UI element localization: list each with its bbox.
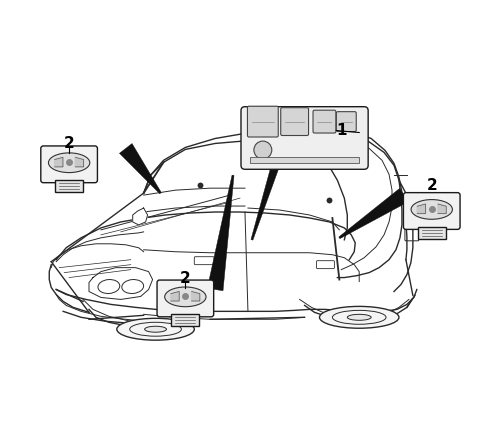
FancyBboxPatch shape bbox=[248, 106, 278, 137]
FancyBboxPatch shape bbox=[418, 227, 445, 239]
Polygon shape bbox=[75, 157, 84, 167]
FancyBboxPatch shape bbox=[281, 108, 309, 135]
Ellipse shape bbox=[348, 314, 371, 320]
Ellipse shape bbox=[48, 153, 90, 173]
Ellipse shape bbox=[320, 306, 399, 328]
Polygon shape bbox=[120, 144, 161, 194]
FancyBboxPatch shape bbox=[250, 157, 359, 163]
Text: 2: 2 bbox=[426, 178, 437, 193]
Text: 1: 1 bbox=[336, 123, 347, 138]
Polygon shape bbox=[207, 175, 234, 291]
FancyBboxPatch shape bbox=[313, 110, 336, 133]
Text: 2: 2 bbox=[180, 271, 191, 285]
FancyBboxPatch shape bbox=[241, 106, 368, 169]
Ellipse shape bbox=[165, 287, 206, 307]
Polygon shape bbox=[339, 188, 408, 239]
Circle shape bbox=[254, 141, 272, 159]
Ellipse shape bbox=[411, 199, 453, 219]
Polygon shape bbox=[251, 119, 295, 240]
FancyBboxPatch shape bbox=[41, 146, 97, 183]
FancyBboxPatch shape bbox=[171, 314, 199, 326]
Polygon shape bbox=[55, 157, 63, 167]
FancyBboxPatch shape bbox=[157, 280, 214, 317]
Polygon shape bbox=[171, 291, 179, 301]
Polygon shape bbox=[438, 204, 446, 213]
Polygon shape bbox=[417, 204, 426, 213]
FancyBboxPatch shape bbox=[55, 180, 83, 192]
Ellipse shape bbox=[144, 326, 167, 332]
Polygon shape bbox=[192, 291, 200, 301]
FancyBboxPatch shape bbox=[403, 193, 460, 229]
FancyBboxPatch shape bbox=[336, 112, 356, 132]
Polygon shape bbox=[132, 208, 148, 225]
Ellipse shape bbox=[117, 318, 194, 340]
Text: 2: 2 bbox=[64, 136, 74, 151]
